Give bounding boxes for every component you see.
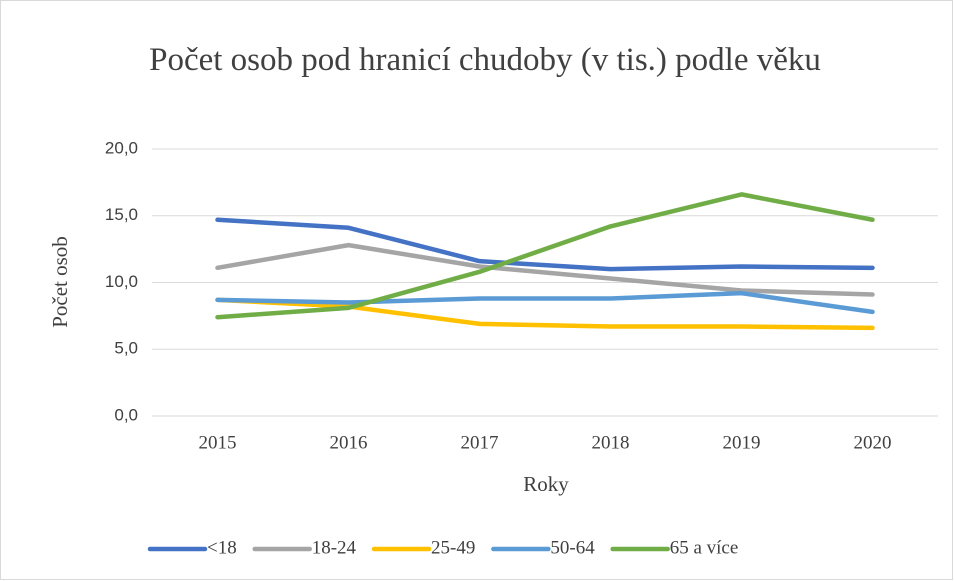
x-tick-label: 2019 xyxy=(723,432,761,453)
series-line xyxy=(215,297,875,331)
series-line xyxy=(215,192,875,320)
legend-label: <18 xyxy=(207,537,237,558)
x-tick-label: 2020 xyxy=(854,432,892,453)
x-tick-label: 2015 xyxy=(199,432,237,453)
x-axis-label: Roky xyxy=(523,472,569,496)
x-tick-label: 2018 xyxy=(592,432,630,453)
y-tick-label: 5,0 xyxy=(114,339,138,358)
series-line xyxy=(215,217,875,272)
x-tick-label: 2016 xyxy=(330,432,368,453)
y-axis-label: Počet osob xyxy=(48,236,72,328)
y-tick-label: 0,0 xyxy=(114,405,138,424)
x-tick-label: 2017 xyxy=(461,432,499,453)
legend-label: 50-64 xyxy=(550,537,595,558)
legend-label: 65 a více xyxy=(670,537,739,558)
y-tick-label: 10,0 xyxy=(105,272,138,291)
y-tick-label: 20,0 xyxy=(105,138,138,157)
legend-label: 25-49 xyxy=(431,537,475,558)
y-tick-label: 15,0 xyxy=(105,205,138,224)
chart-title: Počet osob pod hranicí chudoby (v tis.) … xyxy=(149,42,821,78)
series-line xyxy=(215,290,875,315)
legend-label: 18-24 xyxy=(312,537,357,558)
series-line xyxy=(215,242,875,297)
